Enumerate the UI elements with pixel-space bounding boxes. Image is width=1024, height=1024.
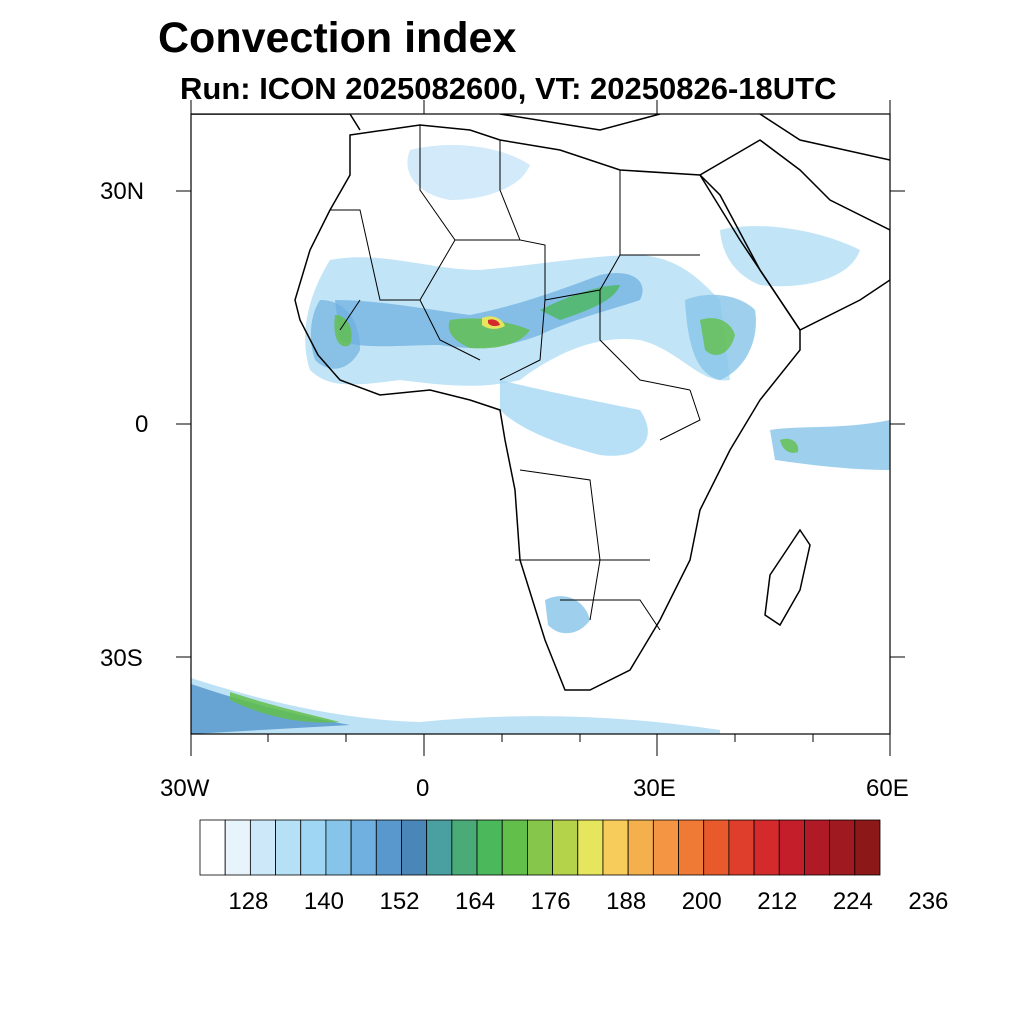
southern-storm-green [230, 692, 340, 723]
central-africa-convection [500, 380, 648, 456]
map-subtitle: Run: ICON 2025082600, VT: 20250826-18UTC [180, 71, 837, 106]
colorbar-tick-label: 224 [832, 888, 873, 915]
west-africa-green [334, 315, 352, 347]
indian-ocean-green [780, 438, 799, 453]
europe-coast [191, 114, 890, 161]
sahel-band-mid [335, 272, 643, 348]
map-ticks [176, 100, 905, 756]
lon-label-0: 0 [416, 775, 430, 802]
north-africa-patches [407, 145, 530, 200]
country-borders [330, 125, 701, 631]
madagascar [764, 528, 811, 627]
arabia-coast [698, 139, 890, 331]
map-title: Convection index [158, 14, 517, 62]
colorbar-tick-label: 128 [228, 888, 269, 915]
colorbar-tick-label: 188 [606, 888, 647, 915]
southern-africa-convection [545, 596, 590, 634]
lat-label-30s: 30S [100, 645, 143, 672]
lon-label-30w: 30W [160, 775, 210, 802]
lon-label-30e: 30E [633, 775, 676, 802]
colorbar-tick-label: 152 [379, 888, 420, 915]
lat-label-30n: 30N [100, 178, 145, 205]
ethiopia-green [700, 318, 735, 355]
lat-label-0: 0 [135, 411, 149, 438]
convection-field [191, 145, 890, 734]
colorbar-tick-label: 176 [530, 888, 571, 915]
colorbar-tick-label: 164 [455, 888, 496, 915]
coastlines [191, 114, 890, 691]
colorbar-tick-label: 236 [908, 888, 949, 915]
colorbar-tick-label: 212 [757, 888, 798, 915]
colorbar-tick-label: 200 [681, 888, 722, 915]
arabia-patches [720, 226, 860, 287]
colorbar-tick-label: 140 [303, 888, 344, 915]
sahel-core-red [488, 319, 500, 327]
sahel-band-green [448, 318, 530, 349]
indian-ocean-convection [770, 420, 890, 470]
lon-label-60e: 60E [866, 775, 909, 802]
africa-coastline [294, 124, 801, 691]
